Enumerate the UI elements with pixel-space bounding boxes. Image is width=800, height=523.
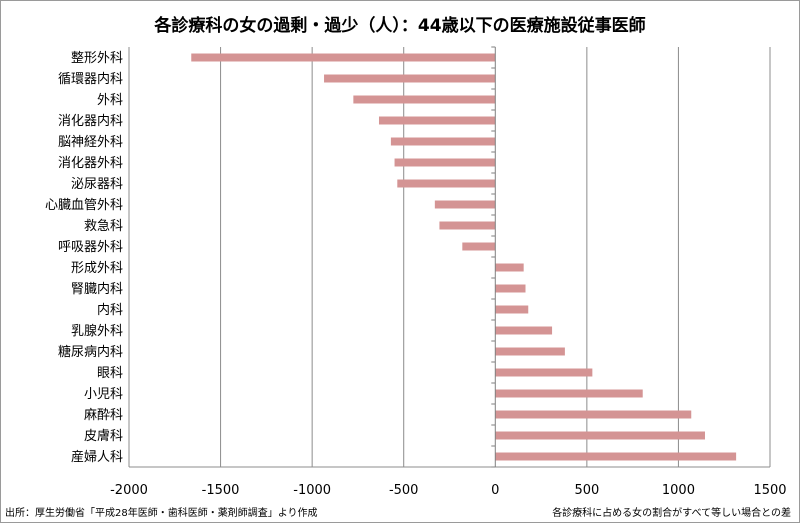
category-label-8: 救急科: [84, 218, 123, 234]
bar-8: [439, 221, 496, 230]
x-tick-label-6: 1000: [662, 483, 695, 498]
chart-title: 各診療科の女の過剰・過少（人）：44歳以下の医療施設従事医師: [154, 16, 646, 36]
x-tick-label-7: 1500: [753, 483, 786, 498]
bar-6: [397, 179, 496, 188]
category-label-2: 外科: [97, 93, 123, 108]
category-label-11: 腎臓内科: [71, 281, 123, 297]
category-label-3: 消化器内科: [58, 113, 123, 129]
bar-16: [495, 389, 643, 398]
bar-1: [324, 74, 496, 83]
bar-15: [495, 368, 593, 377]
category-label-14: 糖尿病内科: [58, 344, 123, 360]
x-tick-label-2: -1000: [293, 483, 331, 498]
category-label-0: 整形外科: [71, 51, 123, 66]
bar-12: [495, 305, 529, 314]
category-label-12: 内科: [97, 302, 123, 318]
x-tick-label-4: 0: [491, 483, 499, 498]
category-label-15: 眼科: [97, 366, 123, 381]
bar-18: [495, 431, 705, 440]
x-tick-label-3: -500: [389, 483, 419, 498]
bar-3: [378, 116, 496, 125]
bar-10: [495, 263, 524, 272]
category-label-5: 消化器外科: [58, 156, 123, 171]
bar-2: [353, 95, 496, 104]
x-tick-label-0: -2000: [110, 483, 148, 498]
bar-0: [191, 53, 496, 62]
bar-7: [434, 200, 496, 209]
bar-5: [394, 158, 496, 167]
bar-4: [390, 137, 496, 146]
bar-14: [495, 347, 565, 356]
category-label-18: 皮膚科: [84, 428, 123, 444]
category-label-13: 乳腺外科: [71, 324, 123, 339]
x-tick-label-1: -1500: [202, 483, 240, 498]
bar-9: [462, 242, 496, 251]
category-label-9: 呼吸器外科: [58, 240, 123, 255]
category-label-17: 麻酔科: [84, 408, 123, 423]
category-label-4: 脳神経外科: [58, 135, 123, 150]
footnote: 各診療科に占める女の割合がすべて等しい場合との差: [552, 508, 791, 519]
category-label-16: 小児科: [84, 387, 123, 402]
category-label-10: 形成外科: [71, 261, 123, 276]
source-note: 出所：厚生労働省「平成28年医師・歯科医師・薬剤師調査」より作成: [5, 508, 318, 519]
category-label-7: 心臓血管外科: [45, 198, 123, 213]
category-label-1: 循環器内科: [58, 71, 123, 87]
x-tick-label-5: 500: [574, 483, 599, 498]
category-label-6: 泌尿器科: [71, 177, 123, 192]
bar-13: [495, 326, 553, 335]
bar-19: [495, 452, 737, 461]
bar-17: [495, 410, 692, 419]
bar-11: [495, 284, 526, 293]
category-label-19: 産婦人科: [71, 449, 123, 465]
